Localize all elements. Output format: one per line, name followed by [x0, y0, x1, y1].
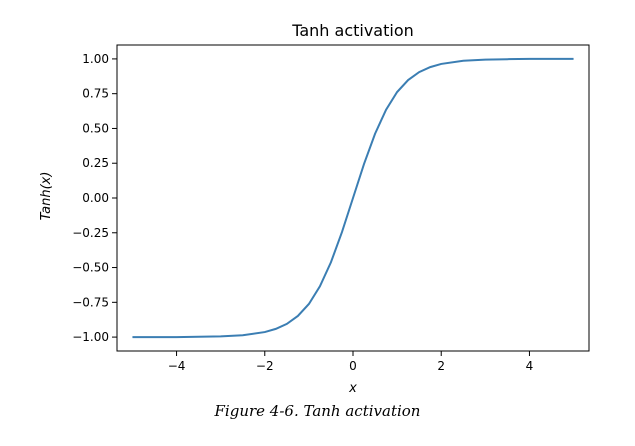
y-tick-label: 0.75: [82, 87, 109, 101]
y-tick-label: −1.00: [72, 330, 109, 344]
y-tick-label: 0.00: [82, 191, 109, 205]
y-tick-label: −0.75: [72, 295, 109, 309]
x-tick-label: 4: [526, 359, 534, 373]
x-tick-label: −4: [168, 359, 186, 373]
y-tick-label: 0.50: [82, 121, 109, 135]
x-tick-label: 2: [437, 359, 445, 373]
plot-area: −4 −2 0 2 4 1.00 0.75 0.50 0.25 0.00 −0.25 −0.50 −0.…: [72, 44, 590, 373]
y-tick-label: 1.00: [82, 52, 109, 66]
y-axis-label: Tanh(x): [39, 172, 54, 221]
tanh-chart: Tanh activation −4 −2 0 2 4 1.00 0.75 0.50 0.25 0…: [39, 21, 590, 396]
x-tick-label: 0: [349, 359, 357, 373]
y-tick-label: −0.50: [72, 261, 109, 275]
x-axis-label: x: [348, 381, 357, 396]
figure-caption: Figure 4-6. Tanh activation: [214, 402, 421, 420]
chart-title: Tanh activation: [291, 21, 414, 40]
y-tick-label: −0.25: [72, 226, 109, 240]
tanh-line: [132, 57, 574, 339]
x-tick-label: −2: [256, 359, 274, 373]
y-tick-label: 0.25: [82, 156, 109, 170]
